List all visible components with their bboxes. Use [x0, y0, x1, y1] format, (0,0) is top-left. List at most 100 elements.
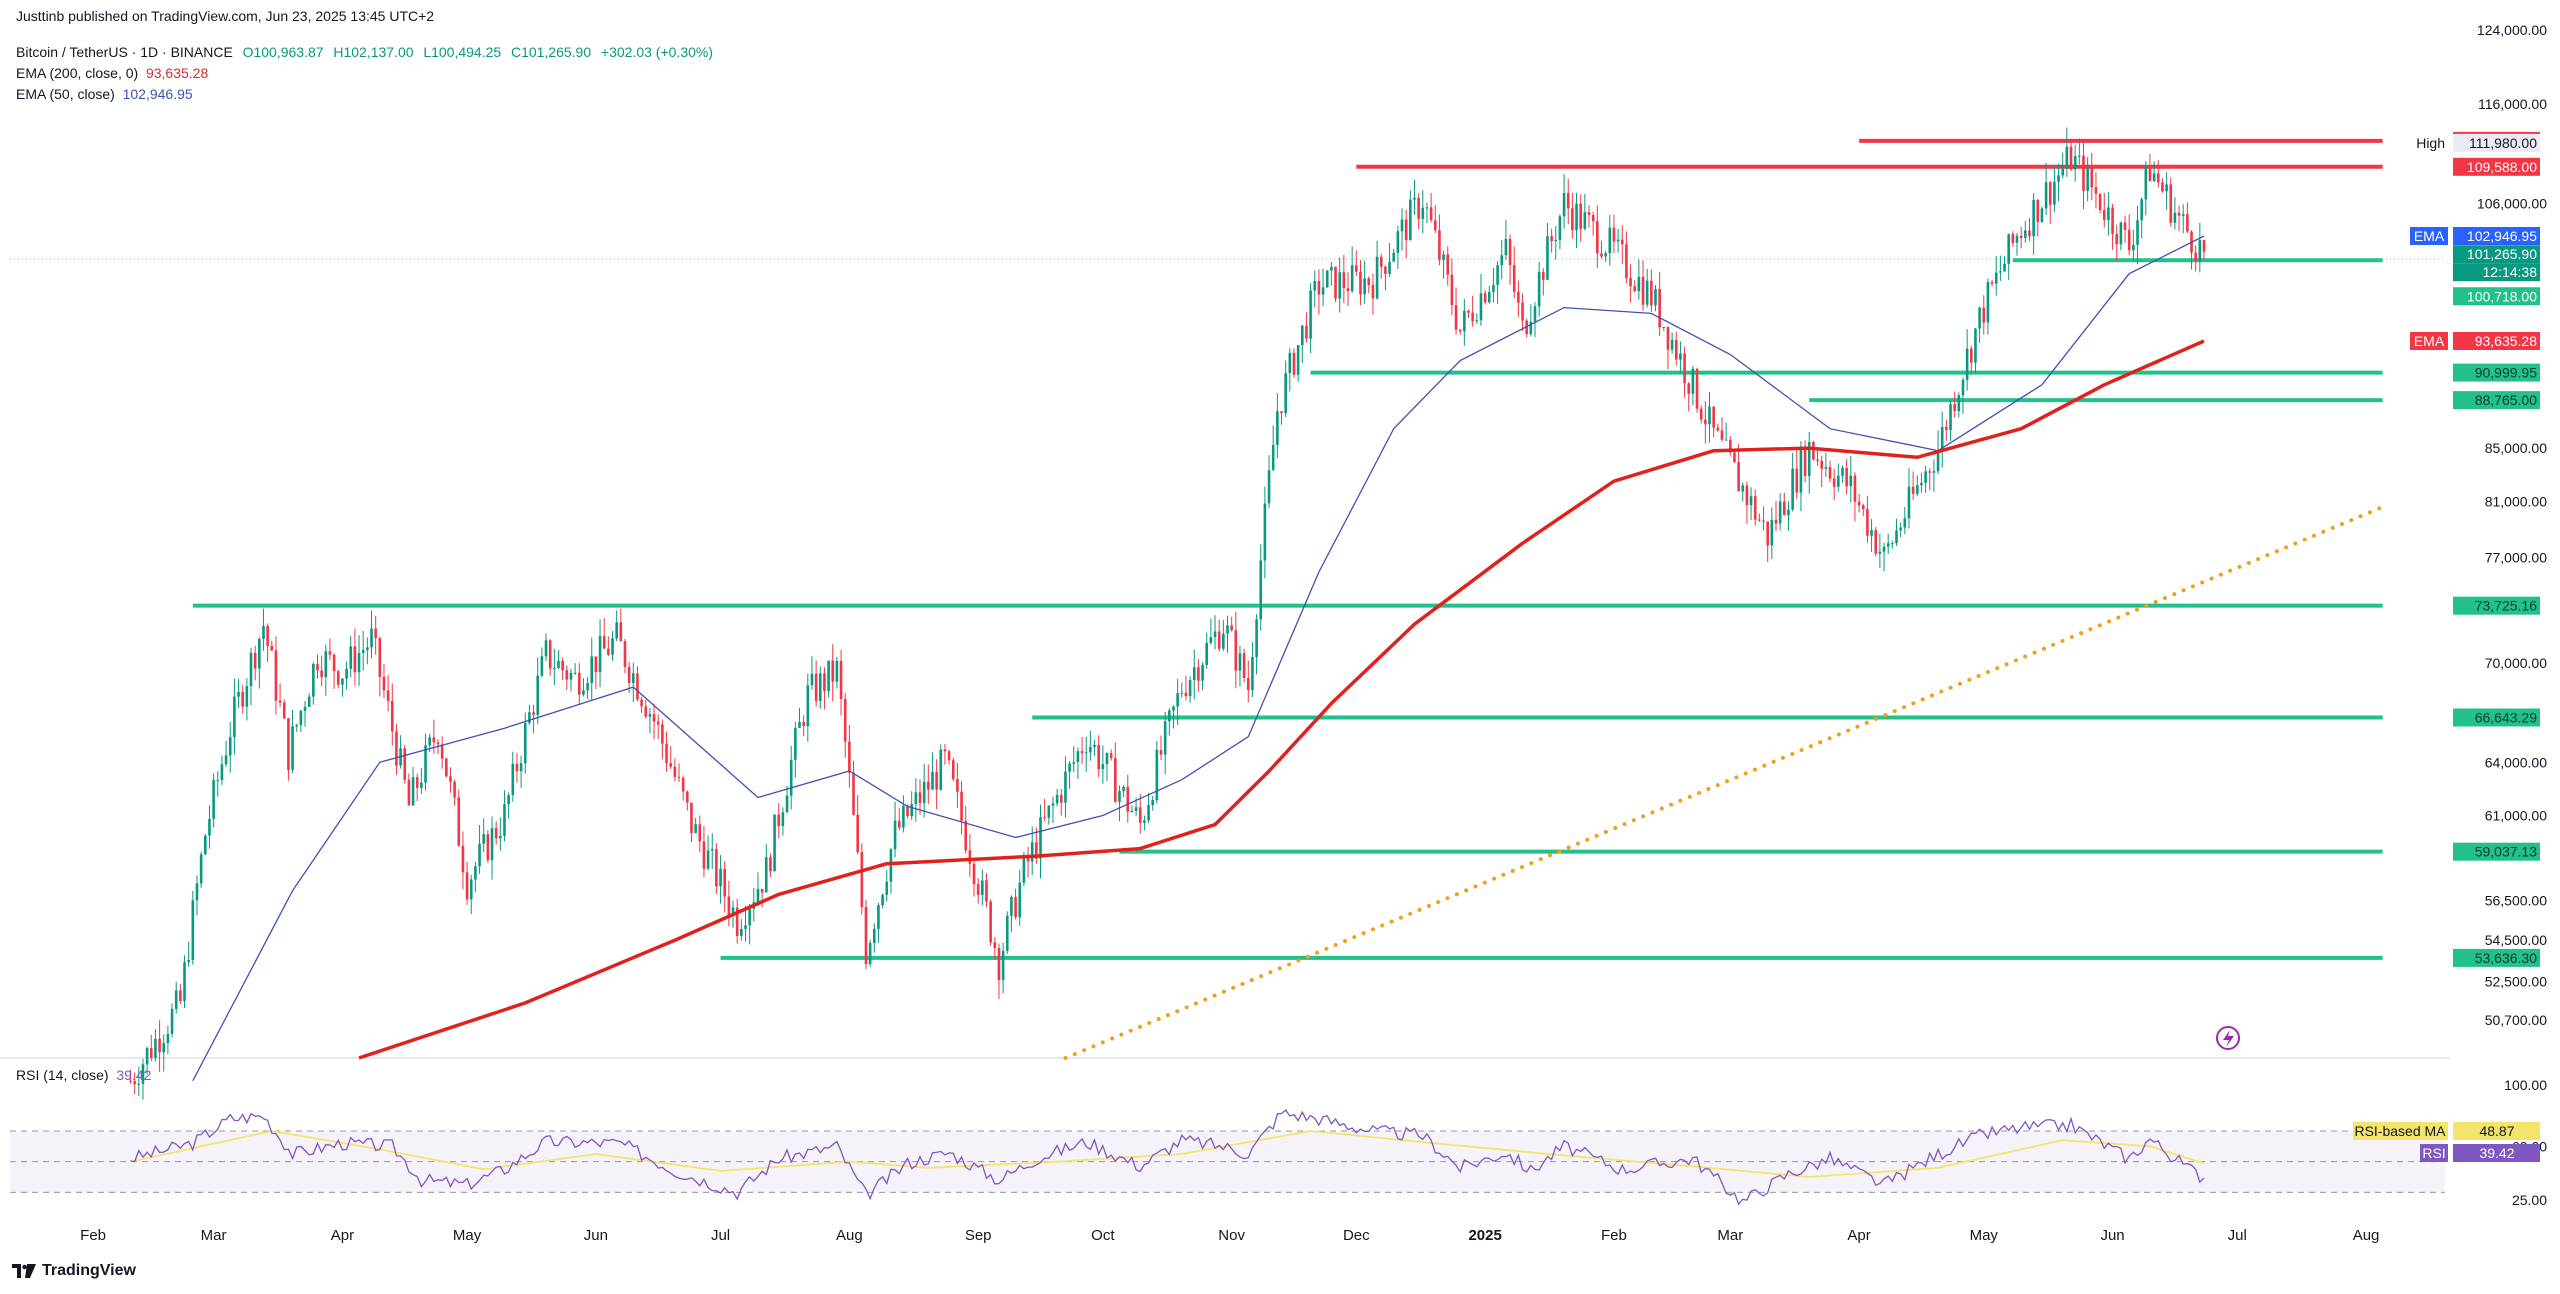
candle-body — [2069, 146, 2073, 170]
candle-body — [1109, 753, 1113, 759]
candle-body — [129, 1080, 132, 1082]
ema50-legend[interactable]: EMA (50, close) 102,946.95 — [16, 86, 193, 102]
candle-body — [407, 779, 411, 806]
candle-body — [1454, 305, 1458, 330]
candle-body — [1205, 642, 1209, 665]
ohlc-low: L100,494.25 — [423, 44, 502, 60]
candle-body — [781, 812, 785, 827]
candle-body — [1654, 288, 1657, 306]
price-tag-bg — [2453, 245, 2540, 264]
candle-body — [1828, 467, 1832, 479]
candle-body — [1192, 667, 1196, 681]
candle-body — [1650, 280, 1653, 306]
candle-body — [860, 852, 864, 908]
candle-body — [881, 894, 884, 906]
footer-brand: TradingView — [42, 1262, 136, 1279]
trendline-layer[interactable] — [1063, 504, 2385, 1060]
candle-body — [287, 718, 290, 771]
rsi-ma-tag-bg — [2453, 1122, 2540, 1140]
candle-body — [282, 702, 286, 719]
candle-body — [1492, 284, 1495, 292]
candle-body — [656, 721, 660, 725]
candle-body — [519, 763, 523, 772]
time-axis[interactable]: Feb Mar Apr May Jun Jul Aug Sep Oct Nov Dec 2025 Feb… — [80, 1227, 2379, 1244]
candle-body — [910, 804, 913, 817]
candle-body — [1724, 439, 1728, 441]
candle-body — [266, 625, 269, 646]
price-tag-bg — [2453, 363, 2540, 382]
ohlc-close: C101,265.90 — [510, 44, 592, 60]
candle-body — [1388, 261, 1391, 274]
price-tag-label: 53,636.30 — [2475, 950, 2537, 966]
candle-body — [893, 820, 897, 850]
candle-body — [1899, 527, 1902, 531]
candle-body — [1957, 395, 1961, 411]
candle-body — [1047, 805, 1051, 818]
month-label: Aug — [836, 1227, 863, 1244]
candle-body — [1197, 667, 1200, 681]
candle-body — [499, 835, 502, 839]
ema200-legend[interactable]: EMA (200, close, 0) 93,635.28 — [16, 65, 208, 81]
candle-body — [1907, 486, 1911, 519]
candle-body — [931, 771, 934, 790]
candle-body — [1342, 272, 1346, 289]
candle-body — [253, 652, 257, 669]
candle-body — [1903, 518, 1907, 528]
tradingview-footer[interactable]: TradingView — [12, 1262, 136, 1280]
price-tick-label: 81,000.00 — [2485, 493, 2547, 509]
candle-body — [503, 804, 506, 836]
candle-body — [1924, 471, 1927, 483]
level-lines[interactable] — [192, 138, 2383, 960]
candle-body — [1230, 625, 1233, 631]
candle-body — [1500, 255, 1504, 266]
candle-body — [469, 879, 473, 900]
month-label: Apr — [1847, 1227, 1870, 1244]
candle-body — [523, 723, 527, 764]
candle-body — [748, 908, 751, 926]
candle-body — [1766, 521, 1769, 546]
candle-body — [2136, 220, 2139, 245]
candle-body — [673, 766, 677, 777]
candle-body — [1317, 281, 1321, 295]
candle-body — [1379, 256, 1383, 267]
candle-body — [166, 1033, 170, 1044]
candle-body — [1263, 503, 1267, 561]
price-tick-label: 70,000.00 — [2485, 655, 2547, 671]
price-tick-label: 56,500.00 — [2485, 892, 2547, 908]
symbol-title[interactable]: Bitcoin / TetherUS · 1D · BINANCE — [16, 44, 233, 60]
candle-body — [349, 646, 353, 669]
candle-body — [652, 714, 656, 722]
rsi-title[interactable]: RSI (14, close) — [16, 1067, 109, 1083]
candle-body — [740, 928, 743, 937]
rsi-tag-value: 39.42 — [2479, 1145, 2514, 1161]
rsi-legend[interactable]: RSI (14, close) 39.42 — [16, 1067, 151, 1083]
candle-body — [1350, 265, 1354, 292]
candle-body — [1134, 807, 1138, 812]
candle-body — [2132, 244, 2135, 251]
candle-body — [1188, 680, 1192, 697]
candle-body — [2102, 210, 2106, 221]
candle-body — [2007, 234, 2010, 264]
candle-body — [590, 656, 594, 684]
month-label: Jul — [2228, 1227, 2247, 1244]
candle-body — [806, 685, 810, 727]
candle-body — [1641, 276, 1645, 305]
ema50-label[interactable]: EMA (50, close) — [16, 86, 115, 102]
candle-body — [877, 905, 880, 929]
grid — [0, 258, 2450, 1059]
symbol-legend[interactable]: Bitcoin / TetherUS · 1D · BINANCE O100,9… — [16, 44, 715, 60]
candle-body — [1699, 408, 1703, 420]
candle-body — [1990, 282, 1994, 284]
candle-body — [1562, 193, 1566, 217]
month-label: Jul — [711, 1227, 730, 1244]
candle-body — [1874, 530, 1878, 554]
ema200-label[interactable]: EMA (200, close, 0) — [16, 65, 139, 81]
candle-body — [307, 696, 311, 707]
candle-body — [2024, 230, 2027, 238]
candle-body — [968, 850, 972, 864]
candle-body — [802, 721, 805, 727]
candle-body — [731, 907, 735, 915]
candle-body — [382, 676, 386, 691]
price-axis[interactable]: 124,000.00 116,000.00 106,000.00 85,000.00 8… — [2410, 22, 2547, 1028]
